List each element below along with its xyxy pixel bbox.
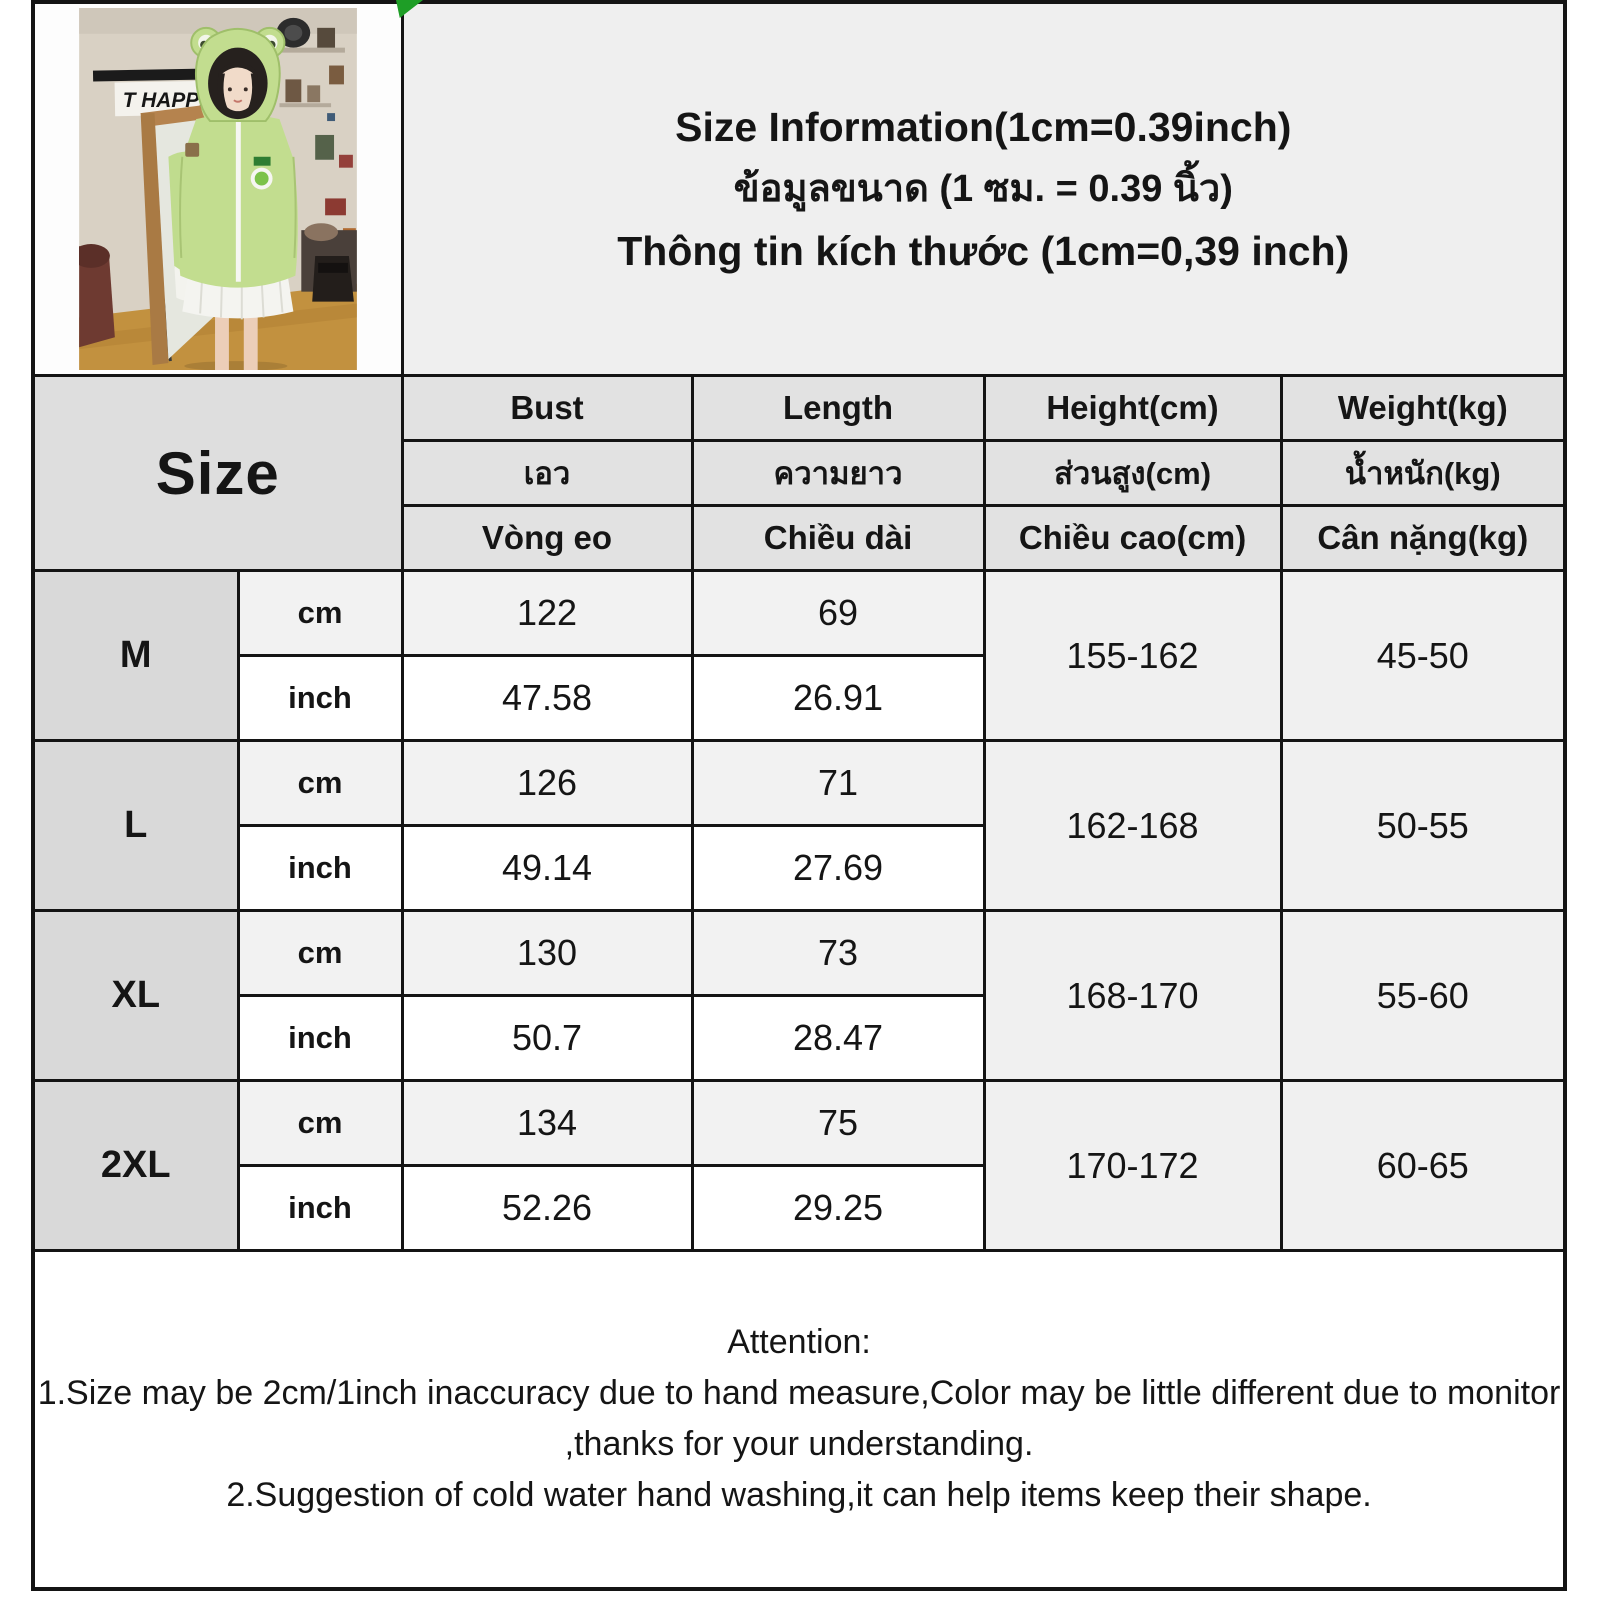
title-vietnamese: Thông tin kích thước (1cm=0,39 inch): [617, 228, 1350, 274]
header-bust-th: เอว: [400, 439, 694, 507]
unit-cm: cm: [236, 569, 404, 657]
m-height-range: 155-162: [982, 569, 1283, 742]
l-length-cm: 71: [690, 739, 986, 827]
header-length-en: Length: [690, 374, 986, 442]
title-thai: ข้อมูลขนาด (1 ซม. = 0.39 นิ้ว): [733, 168, 1233, 210]
2xl-length-inch: 29.25: [690, 1164, 986, 1252]
title-cell: Size Information(1cm=0.39inch) ข้อมูลขนา…: [400, 0, 1567, 377]
unit-inch: inch: [236, 654, 404, 742]
unit-cm: cm: [236, 739, 404, 827]
product-photo-illustration: T HAPPEN.: [78, 8, 357, 370]
header-height-th: ส่วนสูง(cm): [982, 439, 1283, 507]
l-bust-cm: 126: [400, 739, 694, 827]
attention-note-2: 2.Suggestion of cold water hand washing,…: [226, 1476, 1372, 1515]
xl-bust-cm: 130: [400, 909, 694, 997]
attention-note-1: 1.Size may be 2cm/1inch inaccuracy due t…: [37, 1374, 1561, 1464]
header-length-vi: Chiều dài: [690, 504, 986, 572]
2xl-bust-cm: 134: [400, 1079, 694, 1167]
unit-cm: cm: [236, 1079, 404, 1167]
xl-height-range: 168-170: [982, 909, 1283, 1082]
header-height-en: Height(cm): [982, 374, 1283, 442]
xl-bust-inch: 50.7: [400, 994, 694, 1082]
l-length-inch: 27.69: [690, 824, 986, 912]
size-label-2xl: 2XL: [31, 1079, 240, 1252]
l-bust-inch: 49.14: [400, 824, 694, 912]
l-height-range: 162-168: [982, 739, 1283, 912]
product-photo: T HAPPEN.: [78, 8, 357, 370]
m-bust-inch: 47.58: [400, 654, 694, 742]
m-weight-range: 45-50: [1279, 569, 1567, 742]
xl-weight-range: 55-60: [1279, 909, 1567, 1082]
size-label-l: L: [31, 739, 240, 912]
unit-inch: inch: [236, 994, 404, 1082]
m-length-inch: 26.91: [690, 654, 986, 742]
2xl-bust-inch: 52.26: [400, 1164, 694, 1252]
xl-length-inch: 28.47: [690, 994, 986, 1082]
unit-inch: inch: [236, 824, 404, 912]
size-label-m: M: [31, 569, 240, 742]
m-length-cm: 69: [690, 569, 986, 657]
header-length-th: ความยาว: [690, 439, 986, 507]
header-size: Size: [31, 374, 404, 572]
2xl-weight-range: 60-65: [1279, 1079, 1567, 1252]
attention-heading: Attention:: [727, 1323, 871, 1362]
header-weight-vi: Cân nặng(kg): [1279, 504, 1567, 572]
xl-length-cm: 73: [690, 909, 986, 997]
header-bust-vi: Vòng eo: [400, 504, 694, 572]
size-chart-table: T HAPPEN.: [31, 0, 1568, 1591]
header-weight-th: น้ำหนัก(kg): [1279, 439, 1567, 507]
unit-inch: inch: [236, 1164, 404, 1252]
size-label-xl: XL: [31, 909, 240, 1082]
header-weight-en: Weight(kg): [1279, 374, 1567, 442]
2xl-height-range: 170-172: [982, 1079, 1283, 1252]
header-bust-en: Bust: [400, 374, 694, 442]
m-bust-cm: 122: [400, 569, 694, 657]
attention-section: Attention: 1.Size may be 2cm/1inch inacc…: [31, 1249, 1567, 1590]
product-photo-cell: T HAPPEN.: [31, 0, 404, 377]
header-height-vi: Chiều cao(cm): [982, 504, 1283, 572]
2xl-length-cm: 75: [690, 1079, 986, 1167]
l-weight-range: 50-55: [1279, 739, 1567, 912]
title-english: Size Information(1cm=0.39inch): [675, 104, 1292, 150]
unit-cm: cm: [236, 909, 404, 997]
